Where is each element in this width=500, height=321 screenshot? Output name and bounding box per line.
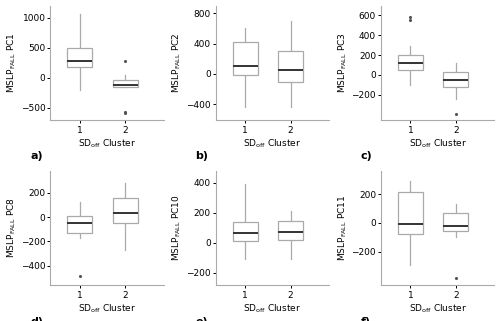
Text: c): c) xyxy=(360,152,372,161)
Text: e): e) xyxy=(195,317,208,321)
Bar xyxy=(398,55,423,70)
Y-axis label: MSLP$_{\mathregular{FALL}}$ PC8: MSLP$_{\mathregular{FALL}}$ PC8 xyxy=(6,197,18,258)
Text: a): a) xyxy=(30,152,42,161)
Y-axis label: MSLP$_{\mathregular{FALL}}$ PC2: MSLP$_{\mathregular{FALL}}$ PC2 xyxy=(171,32,183,93)
Text: f): f) xyxy=(360,317,370,321)
X-axis label: SD$_{\mathregular{off}}$ Cluster: SD$_{\mathregular{off}}$ Cluster xyxy=(408,303,467,316)
X-axis label: SD$_{\mathregular{off}}$ Cluster: SD$_{\mathregular{off}}$ Cluster xyxy=(78,138,136,150)
Text: d): d) xyxy=(30,317,43,321)
Y-axis label: MSLP$_{\mathregular{FALL}}$ PC3: MSLP$_{\mathregular{FALL}}$ PC3 xyxy=(336,32,348,93)
X-axis label: SD$_{\mathregular{off}}$ Cluster: SD$_{\mathregular{off}}$ Cluster xyxy=(244,138,302,150)
Bar xyxy=(278,51,303,82)
Bar xyxy=(444,213,468,231)
Bar xyxy=(398,192,423,234)
Bar xyxy=(113,80,138,87)
Bar xyxy=(232,222,258,241)
Bar xyxy=(68,216,92,233)
X-axis label: SD$_{\mathregular{off}}$ Cluster: SD$_{\mathregular{off}}$ Cluster xyxy=(78,303,136,316)
Bar xyxy=(278,221,303,240)
X-axis label: SD$_{\mathregular{off}}$ Cluster: SD$_{\mathregular{off}}$ Cluster xyxy=(244,303,302,316)
Bar xyxy=(68,48,92,67)
X-axis label: SD$_{\mathregular{off}}$ Cluster: SD$_{\mathregular{off}}$ Cluster xyxy=(408,138,467,150)
Text: b): b) xyxy=(195,152,208,161)
Bar xyxy=(232,42,258,75)
Y-axis label: MSLP$_{\mathregular{FALL}}$ PC10: MSLP$_{\mathregular{FALL}}$ PC10 xyxy=(171,195,183,261)
Bar xyxy=(444,73,468,87)
Y-axis label: MSLP$_{\mathregular{FALL}}$ PC11: MSLP$_{\mathregular{FALL}}$ PC11 xyxy=(336,195,348,261)
Bar xyxy=(113,198,138,223)
Y-axis label: MSLP$_{\mathregular{FALL}}$ PC1: MSLP$_{\mathregular{FALL}}$ PC1 xyxy=(6,32,18,93)
